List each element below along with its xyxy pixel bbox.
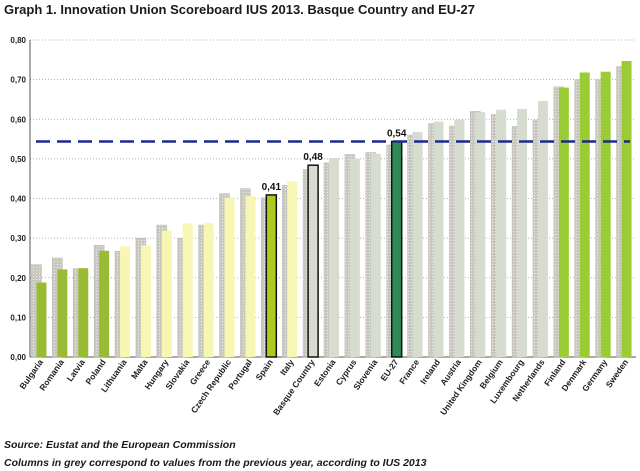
bar-current-year [579, 72, 590, 358]
y-tick-label: 0,60 [10, 115, 26, 124]
source-note: Source: Eustat and the European Commissi… [4, 439, 236, 451]
bar-current-year [203, 223, 214, 357]
bar-current-year [161, 230, 172, 357]
grey-columns-note: Columns in grey correspond to values fro… [4, 457, 427, 469]
x-tick-label: France [397, 357, 421, 386]
data-label: 0,41 [262, 182, 282, 193]
chart-title: Graph 1. Innovation Union Scoreboard IUS… [4, 2, 475, 17]
bar-current-year [349, 158, 360, 357]
bar-current-year [120, 246, 131, 357]
bar-current-year [600, 71, 611, 357]
bar-current-year [57, 269, 68, 357]
bar-current-year [454, 119, 465, 358]
data-label: 0,54 [387, 128, 407, 139]
bar-current-year [517, 108, 528, 357]
bar-current-year [433, 121, 444, 357]
bar-current-year [245, 196, 256, 357]
data-label: 0,48 [303, 152, 323, 163]
y-tick-label: 0,10 [10, 313, 26, 322]
x-tick-label: Malta [129, 357, 150, 381]
y-tick-label: 0,40 [10, 195, 26, 204]
x-tick-label: Spain [253, 357, 274, 382]
bar-current-year [496, 109, 507, 358]
bar-current-year [182, 223, 193, 357]
bar-current-year [329, 158, 339, 357]
bar-current-year [287, 181, 298, 357]
bar-current-year [390, 140, 403, 358]
bar-current-year [412, 131, 423, 357]
bar-current-year [475, 112, 486, 358]
y-tick-label: 0,50 [10, 155, 26, 164]
x-tick-label: Italy [278, 357, 296, 377]
bar-current-year [36, 282, 47, 357]
x-tick-label: Basque Country [271, 357, 317, 417]
bar-current-year [307, 164, 319, 358]
bar-current-year [78, 268, 89, 357]
bar-current-year [558, 87, 569, 358]
y-tick-label: 0,00 [10, 353, 26, 362]
bar-current-year [99, 250, 110, 357]
bar-current-year [224, 197, 235, 357]
y-tick-label: 0,70 [10, 76, 26, 85]
y-tick-label: 0,80 [10, 36, 26, 45]
bar-current-year [265, 194, 278, 358]
bar-current-year [621, 61, 632, 357]
x-tick-label: Estonia [312, 357, 338, 388]
y-tick-label: 0,20 [10, 274, 26, 283]
y-tick-label: 0,30 [10, 234, 26, 243]
bar-current-year [140, 245, 151, 357]
bar-current-year [537, 101, 548, 358]
bar-current-year [370, 153, 381, 357]
